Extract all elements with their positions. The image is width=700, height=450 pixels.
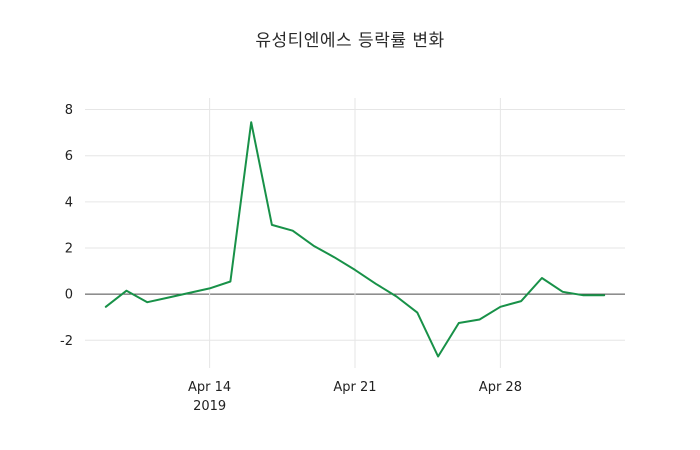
x-tick-label: Apr 21 xyxy=(333,380,376,395)
y-tick-label: 4 xyxy=(65,195,73,210)
y-tick-label: 0 xyxy=(65,288,73,303)
series-line xyxy=(104,121,606,358)
y-tick-label: -2 xyxy=(60,334,73,349)
x-tick-year-label: 2019 xyxy=(193,399,226,414)
x-tick-label: Apr 14 xyxy=(188,380,231,395)
chart-title: 유성티엔에스 등락률 변화 xyxy=(255,31,445,51)
y-tick-label: 8 xyxy=(65,103,73,118)
x-tick-label: Apr 28 xyxy=(479,380,522,395)
y-tick-label: 2 xyxy=(65,242,73,257)
y-tick-label: 6 xyxy=(65,149,73,164)
